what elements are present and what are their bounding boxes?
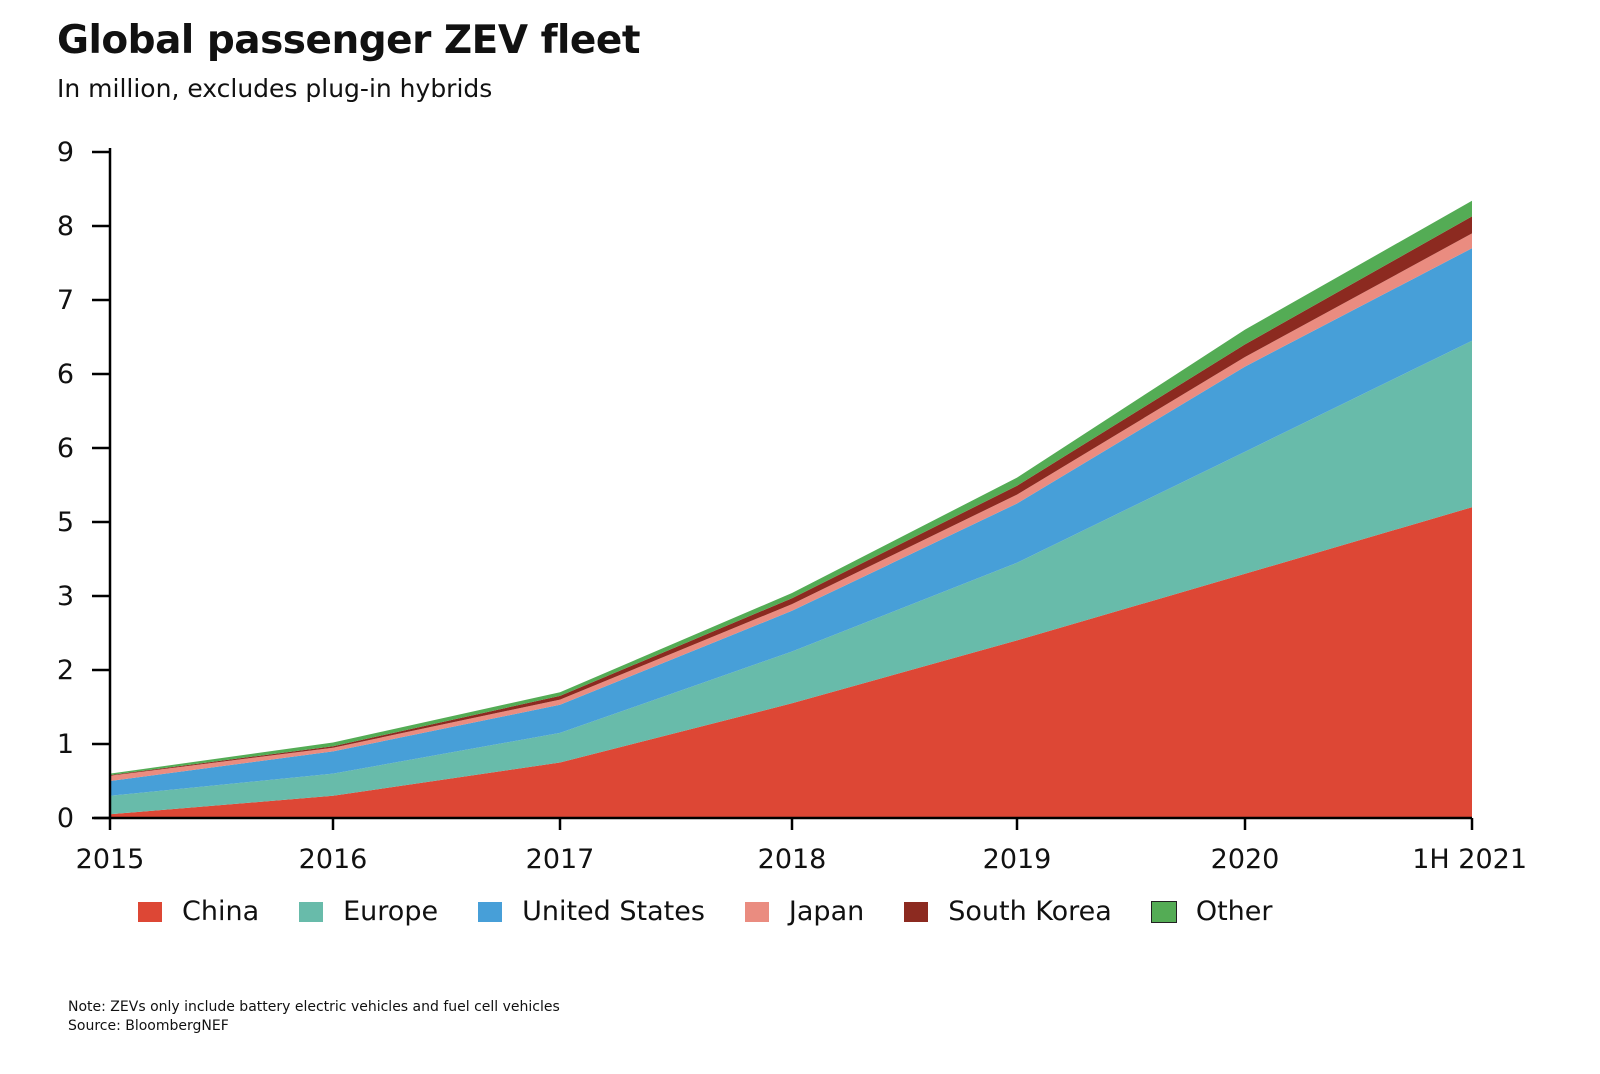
- y-tick-label: 0: [57, 803, 74, 834]
- x-tick-label: 2018: [758, 844, 827, 875]
- footer: Note: ZEVs only include battery electric…: [68, 998, 560, 1036]
- area-europe: [110, 340, 1472, 815]
- x-tick-label: 1H 2021: [1412, 844, 1527, 875]
- legend-label: China: [182, 896, 260, 927]
- y-tick-label: 2: [57, 655, 74, 686]
- chart-title: Global passenger ZEV fleet: [57, 18, 640, 63]
- legend-swatch: [299, 901, 324, 922]
- legend-swatch: [904, 901, 929, 922]
- legend-label: United States: [522, 896, 705, 927]
- legend-swatch: [744, 901, 769, 922]
- x-tick-label: 2017: [526, 844, 595, 875]
- legend-item-europe: Europe: [299, 896, 438, 927]
- y-tick-label: 8: [57, 211, 74, 242]
- legend-label: South Korea: [948, 896, 1112, 927]
- legend: China Europe United States Japan South Korea…: [138, 896, 1313, 927]
- x-tick-label: 2019: [983, 844, 1052, 875]
- y-tick-label: 6: [57, 359, 74, 390]
- legend-label: Europe: [343, 896, 439, 927]
- y-tick-label: 9: [57, 137, 74, 168]
- y-tick-label: 6: [57, 433, 74, 464]
- y-tick-label: 1: [57, 729, 74, 760]
- x-tick-label: 2016: [299, 844, 368, 875]
- legend-label: Japan: [788, 896, 865, 927]
- area-layers: [110, 200, 1472, 818]
- legend-swatch: [138, 901, 162, 922]
- legend-item-south-korea: South Korea: [904, 896, 1112, 927]
- note-text: Note: ZEVs only include battery electric…: [68, 999, 560, 1015]
- chart-subtitle: In million, excludes plug-in hybrids: [57, 74, 493, 103]
- x-tick-label: 2015: [76, 844, 145, 875]
- axes: 0 1 2 3 5 6 6 7 8 9 2015 2016 2017 2018 2019 2020 1H 202…: [57, 137, 1527, 875]
- legend-label: Other: [1195, 896, 1273, 927]
- area-china: [110, 507, 1472, 818]
- legend-swatch: [1150, 900, 1177, 923]
- legend-item-other: Other: [1150, 896, 1273, 927]
- y-tick-label: 7: [57, 285, 74, 316]
- legend-item-japan: Japan: [744, 896, 865, 927]
- legend-swatch: [478, 901, 503, 922]
- legend-item-united-states: United States: [478, 896, 705, 927]
- x-tick-label: 2020: [1211, 844, 1280, 875]
- y-tick-label: 5: [57, 507, 74, 538]
- source-text: Source: BloombergNEF: [68, 1018, 229, 1034]
- legend-item-china: China: [138, 896, 259, 927]
- y-tick-label: 3: [57, 581, 74, 612]
